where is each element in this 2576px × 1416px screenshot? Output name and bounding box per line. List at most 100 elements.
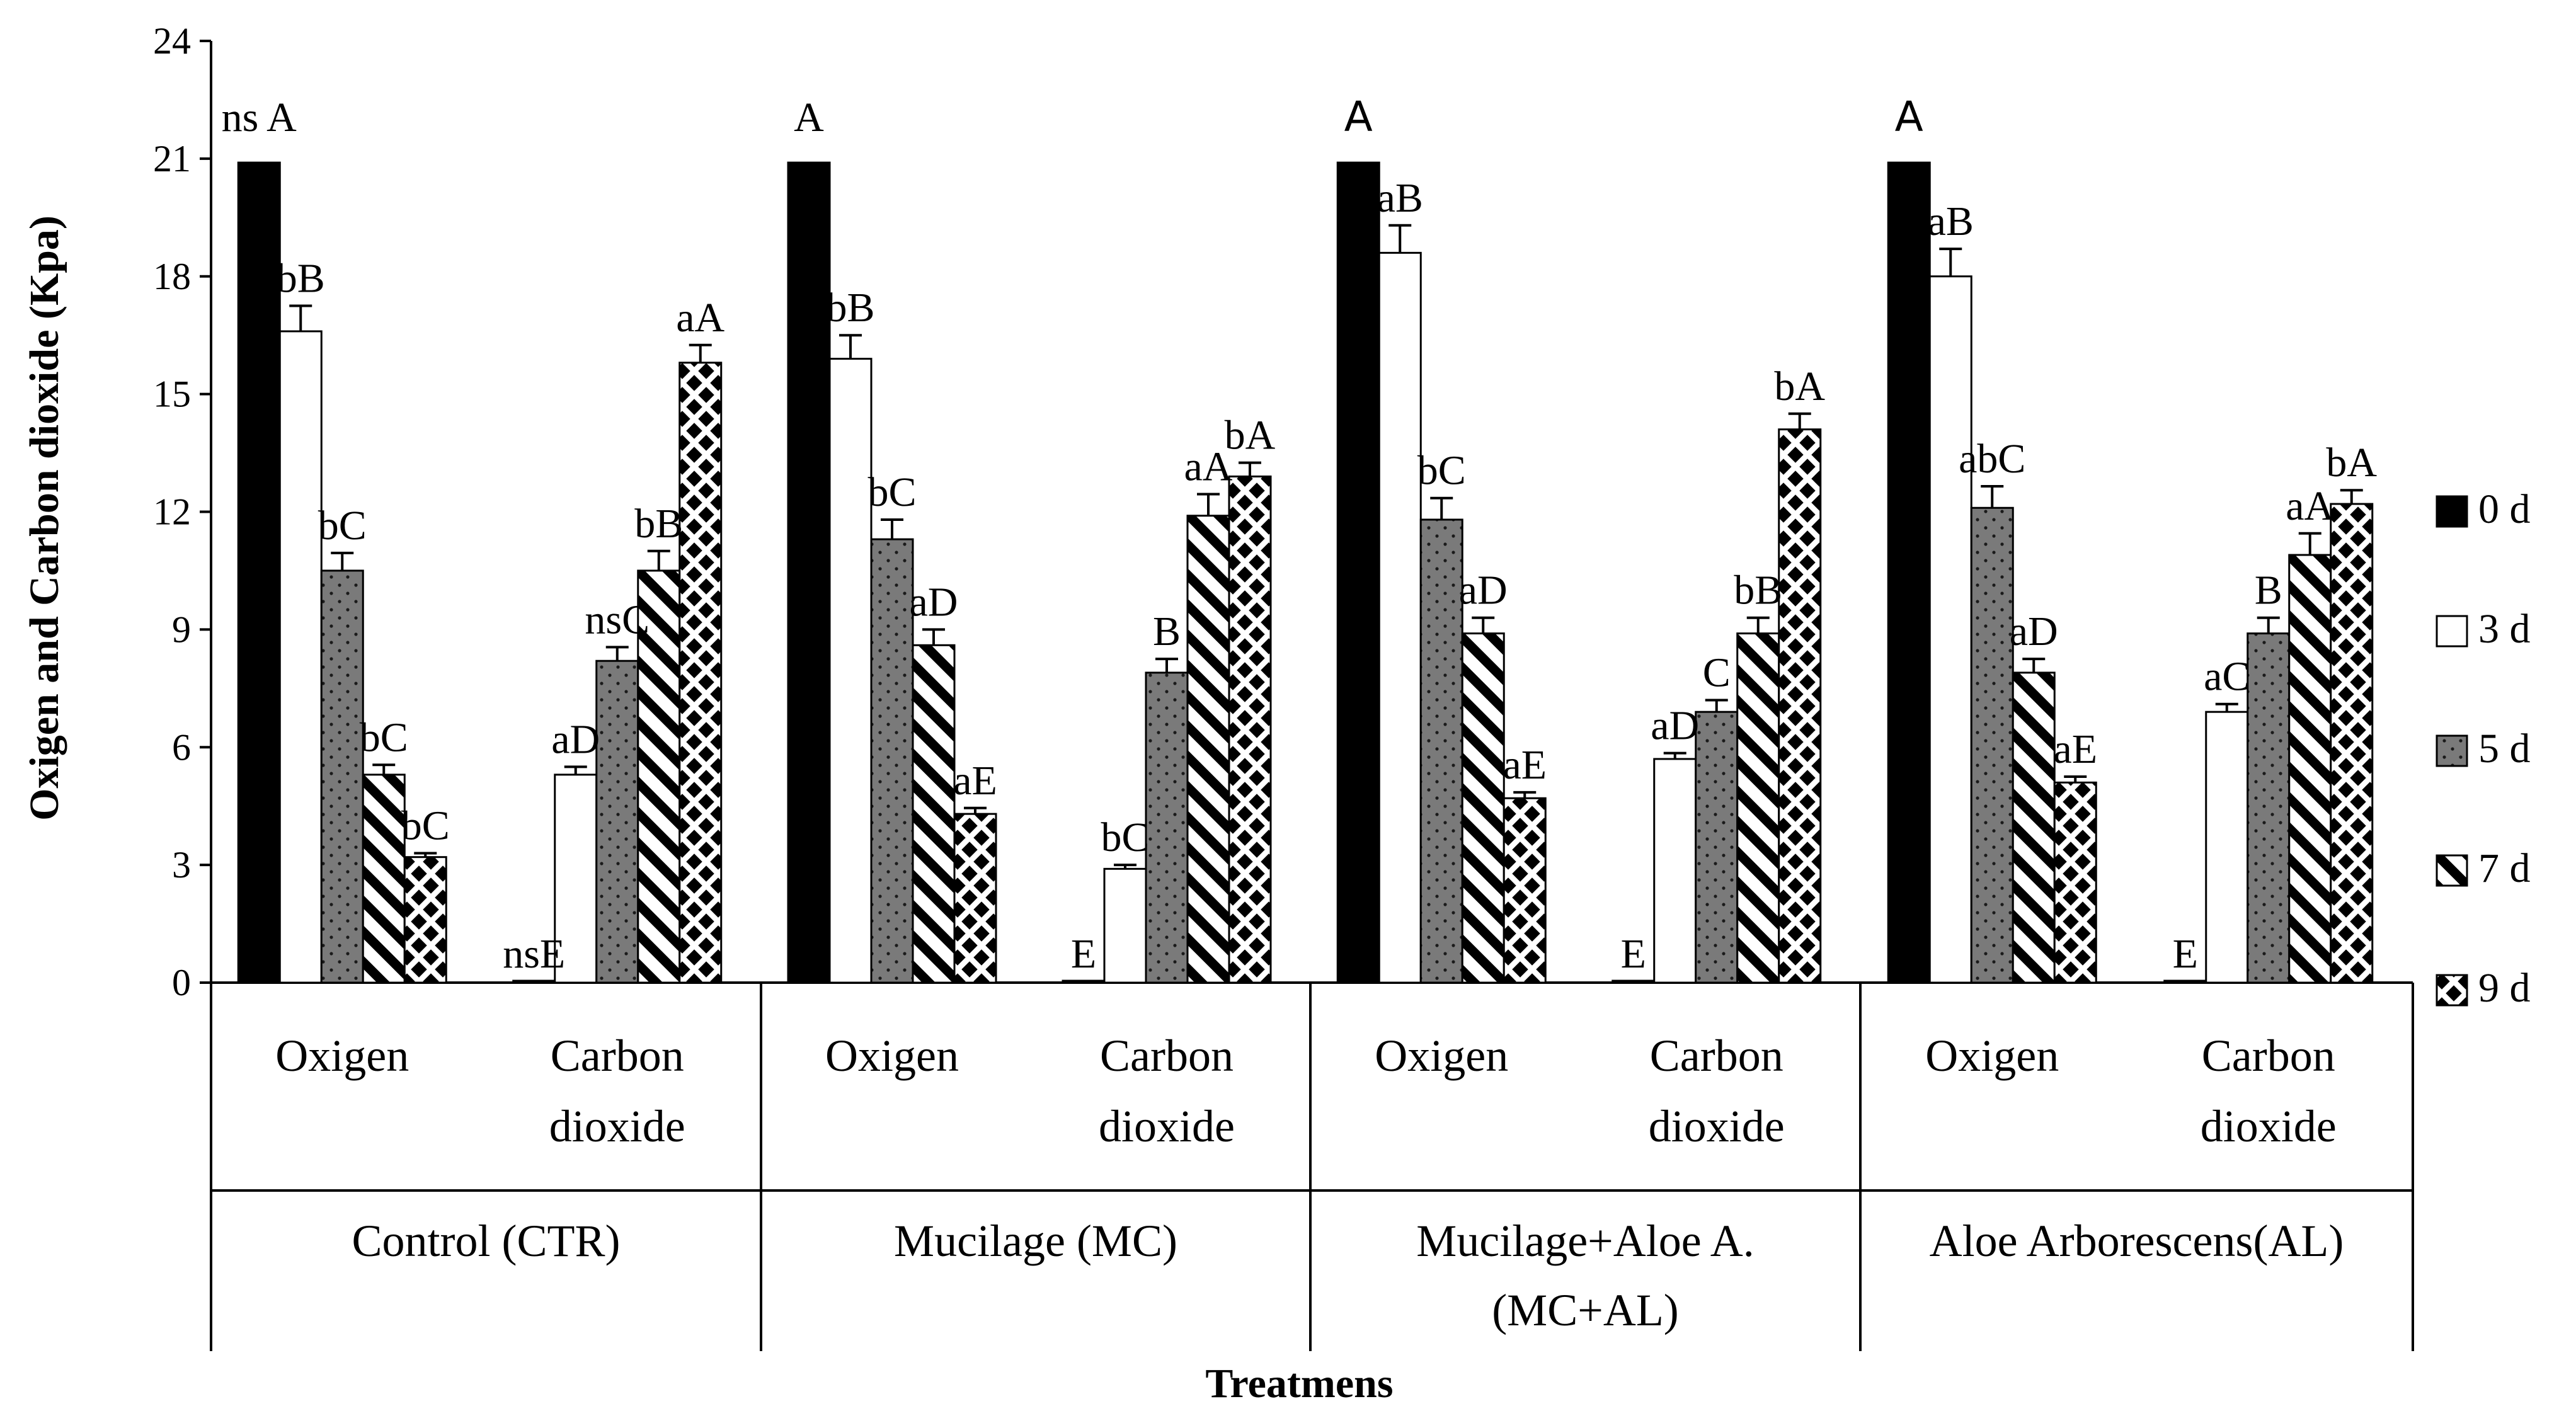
y-tick-label: 18 bbox=[153, 256, 191, 297]
bar bbox=[2330, 503, 2374, 984]
bar bbox=[362, 774, 406, 984]
group-label: Control (CTR) bbox=[352, 1216, 621, 1266]
subcategory-label: Carbon bbox=[1100, 1031, 1234, 1081]
bar bbox=[320, 569, 364, 984]
bar bbox=[1611, 979, 1656, 984]
bar bbox=[1145, 671, 1189, 984]
bar bbox=[1228, 475, 1272, 984]
bar-data-label: aA bbox=[676, 295, 724, 341]
bar-data-label: A bbox=[1895, 93, 1923, 141]
y-tick-label: 3 bbox=[172, 844, 191, 886]
bar bbox=[2053, 781, 2097, 984]
bar bbox=[1186, 515, 1230, 984]
bar-data-label: bB bbox=[277, 255, 325, 301]
group-label: Aloe Arborescens(AL) bbox=[1930, 1216, 2344, 1266]
bar bbox=[678, 362, 723, 984]
bar-data-label: C bbox=[1703, 650, 1731, 696]
bar-data-label: bC bbox=[401, 802, 450, 848]
subcategory-label: Carbon bbox=[2202, 1031, 2335, 1081]
bar bbox=[2163, 979, 2207, 984]
bar-data-label: aD bbox=[1651, 703, 1699, 749]
bar-data-label: bC bbox=[867, 469, 916, 515]
y-tick-label: 24 bbox=[153, 20, 191, 62]
bar-data-label: A bbox=[794, 94, 824, 140]
y-axis-title: Oxigen and Carbon dioxide (Kpa) bbox=[21, 215, 67, 821]
bar bbox=[1736, 632, 1780, 984]
legend-swatch bbox=[2436, 854, 2468, 887]
bar-data-label: bC bbox=[360, 714, 408, 760]
y-tick-label: 21 bbox=[153, 138, 191, 180]
subcategory-label: Carbon bbox=[551, 1031, 684, 1081]
bar-data-label: bA bbox=[1225, 413, 1276, 459]
bar bbox=[512, 979, 556, 984]
bar bbox=[870, 538, 914, 984]
bar bbox=[1336, 161, 1380, 984]
bar bbox=[595, 659, 639, 984]
bar bbox=[2205, 711, 2249, 984]
bar-data-label: bC bbox=[1101, 814, 1149, 860]
legend-swatch bbox=[2436, 615, 2468, 648]
legend-swatch bbox=[2436, 974, 2468, 1007]
bar-data-label: ns A bbox=[222, 94, 297, 140]
bar bbox=[1928, 275, 1972, 984]
subcategory-label: dioxide bbox=[549, 1101, 685, 1151]
bar bbox=[1378, 251, 1422, 984]
bar-data-label: aC bbox=[2204, 654, 2250, 700]
bar-data-label: bB bbox=[826, 285, 874, 331]
bar-data-label: B bbox=[1153, 608, 1181, 654]
x-axis-title: Treatmens bbox=[1205, 1361, 1393, 1407]
bar bbox=[1887, 161, 1931, 984]
bar-data-label: aE bbox=[1503, 742, 1547, 788]
legend-swatch bbox=[2436, 734, 2468, 767]
legend-swatch bbox=[2436, 495, 2468, 528]
legend-label: 0 d bbox=[2478, 486, 2531, 532]
bar bbox=[1461, 632, 1505, 984]
bar bbox=[953, 813, 997, 984]
bar-data-label: bA bbox=[2326, 440, 2377, 486]
y-tick-label: 12 bbox=[153, 491, 191, 533]
bar-data-label: nsC bbox=[585, 597, 650, 642]
subcategory-label: dioxide bbox=[1649, 1101, 1785, 1151]
bar bbox=[1778, 428, 1822, 984]
bar-data-label: bA bbox=[1774, 363, 1825, 409]
bar-data-label: aB bbox=[1377, 175, 1423, 221]
labels-layer: 0 3 6 9 12 15 18 21 24 ns A bB bC bC bC Oxigen nsE aD nsC… bbox=[21, 20, 2531, 1407]
bar-data-label: E bbox=[1621, 931, 1646, 977]
bar-data-label: aD bbox=[551, 716, 600, 762]
group-label-line2: (MC+AL) bbox=[1492, 1285, 1679, 1335]
subcategory-label: dioxide bbox=[1099, 1101, 1235, 1151]
chart-frame bbox=[200, 40, 2414, 1351]
legend-label: 5 d bbox=[2478, 726, 2531, 772]
y-tick-label: 0 bbox=[172, 962, 191, 1003]
bar-data-label: B bbox=[2255, 568, 2282, 614]
bar bbox=[237, 161, 281, 984]
bar-data-label: aE bbox=[2053, 726, 2097, 772]
bar bbox=[912, 644, 956, 984]
y-tick-label: 15 bbox=[153, 374, 191, 415]
y-tick-label: 9 bbox=[172, 608, 191, 650]
bar-data-label: abC bbox=[1959, 436, 2025, 482]
bar-data-label: aA bbox=[2286, 483, 2334, 529]
y-tick-label: 6 bbox=[172, 726, 191, 768]
subcategory-label: Oxigen bbox=[1375, 1031, 1508, 1081]
bar bbox=[1503, 797, 1547, 984]
subcategory-label: Carbon bbox=[1650, 1031, 1783, 1081]
legend-label: 7 d bbox=[2478, 845, 2531, 891]
bar-data-label: nsE bbox=[503, 931, 565, 977]
bar bbox=[1062, 979, 1106, 984]
bar-data-label: bB bbox=[1734, 568, 1782, 614]
bar bbox=[787, 161, 831, 984]
bar bbox=[1103, 867, 1147, 984]
bar-data-label: bC bbox=[318, 503, 367, 549]
bar bbox=[2012, 671, 2056, 984]
bar-data-label: bC bbox=[1417, 448, 1466, 494]
bar bbox=[828, 358, 873, 984]
bar-data-label: aB bbox=[1928, 198, 1974, 244]
subcategory-label: Oxigen bbox=[275, 1031, 409, 1081]
bar-data-label: aA bbox=[1184, 443, 1233, 489]
bar bbox=[2247, 632, 2291, 984]
bar-data-label: aD bbox=[1459, 568, 1508, 614]
bars-layer bbox=[237, 161, 2468, 1007]
